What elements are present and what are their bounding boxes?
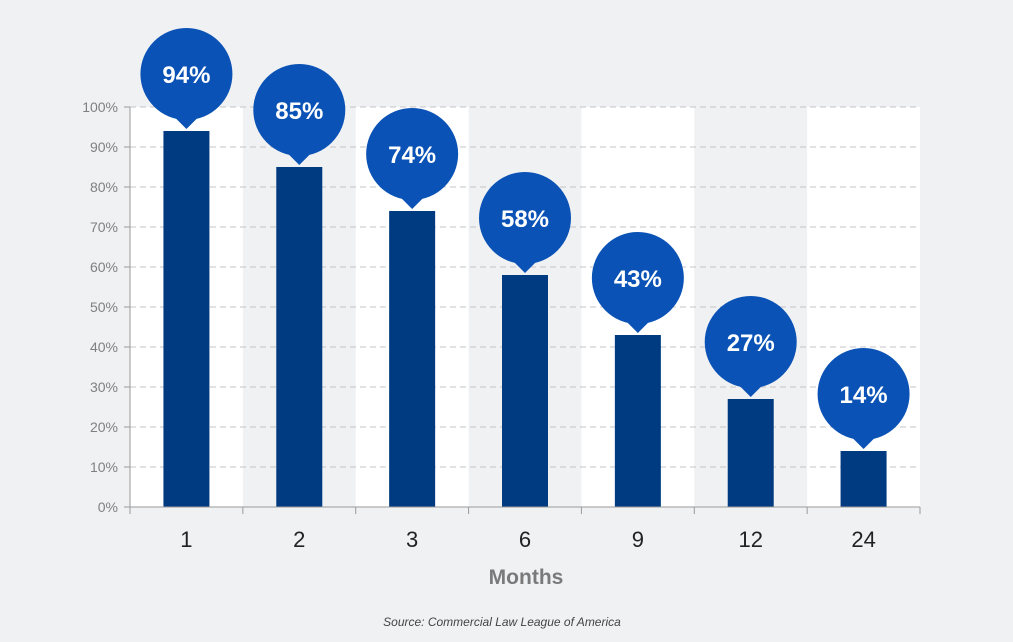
value-bubble-9: 43% — [591, 232, 684, 333]
x-axis-title: Months — [489, 566, 564, 589]
value-bubble-2: 85% — [253, 64, 346, 165]
bubble-circle — [704, 296, 797, 388]
y-tick-label: 0% — [98, 499, 118, 515]
value-bubble-1: 94% — [140, 28, 233, 129]
y-tick-label: 70% — [90, 219, 118, 235]
x-tick-label: 2 — [293, 527, 305, 552]
y-tick-label: 10% — [90, 459, 118, 475]
x-axis-ticks: 1 2 3 6 9 12 24 — [129, 507, 921, 552]
x-tick-label: 12 — [738, 527, 762, 552]
y-axis-ticks: 0% 10% 20% 30% 40% 50% 60% 70% 80% 90% 100% — [82, 99, 130, 515]
bubble-circle — [366, 108, 459, 200]
x-tick-label: 9 — [632, 527, 644, 552]
bar-month-6 — [502, 275, 548, 507]
value-label: 85% — [275, 98, 323, 125]
y-tick-label: 80% — [90, 179, 118, 195]
bar-month-2 — [276, 167, 323, 507]
x-tick-label: 1 — [180, 527, 192, 552]
value-label: 94% — [162, 62, 210, 89]
value-label: 74% — [388, 142, 436, 169]
bar-month-1 — [163, 131, 210, 507]
value-bubble-12: 27% — [704, 296, 797, 397]
value-label: 43% — [614, 266, 662, 293]
y-tick-label: 20% — [90, 419, 118, 435]
value-bubble-3: 74% — [366, 108, 459, 209]
bubble-circle — [479, 172, 571, 264]
bar-month-12 — [727, 399, 774, 507]
x-tick-label: 6 — [519, 527, 531, 552]
value-bubbles: 94% 85% 74% 58% 43% 27% 14% — [140, 28, 910, 449]
y-tick-label: 50% — [90, 299, 118, 315]
bubble-circle — [140, 28, 233, 120]
x-tick-label: 24 — [851, 527, 875, 552]
bars — [163, 131, 887, 507]
bubble-circle — [253, 64, 346, 156]
value-label: 14% — [840, 382, 888, 409]
value-label: 27% — [727, 330, 775, 357]
y-tick-label: 100% — [82, 99, 118, 115]
bubble-circle — [591, 232, 684, 324]
source-note: Source: Commercial Law League of America — [383, 615, 621, 629]
x-tick-label: 3 — [406, 527, 418, 552]
bar-month-24 — [840, 451, 887, 507]
y-tick-label: 90% — [90, 139, 118, 155]
y-tick-label: 30% — [90, 379, 118, 395]
value-bubble-24: 14% — [817, 348, 910, 449]
y-tick-label: 40% — [90, 339, 118, 355]
bar-month-3 — [389, 211, 436, 507]
bar-month-9 — [614, 335, 661, 507]
bubble-circle — [817, 348, 910, 440]
value-label: 58% — [501, 206, 549, 233]
y-tick-label: 60% — [90, 259, 118, 275]
axes — [129, 107, 920, 513]
value-bubble-6: 58% — [479, 172, 571, 273]
